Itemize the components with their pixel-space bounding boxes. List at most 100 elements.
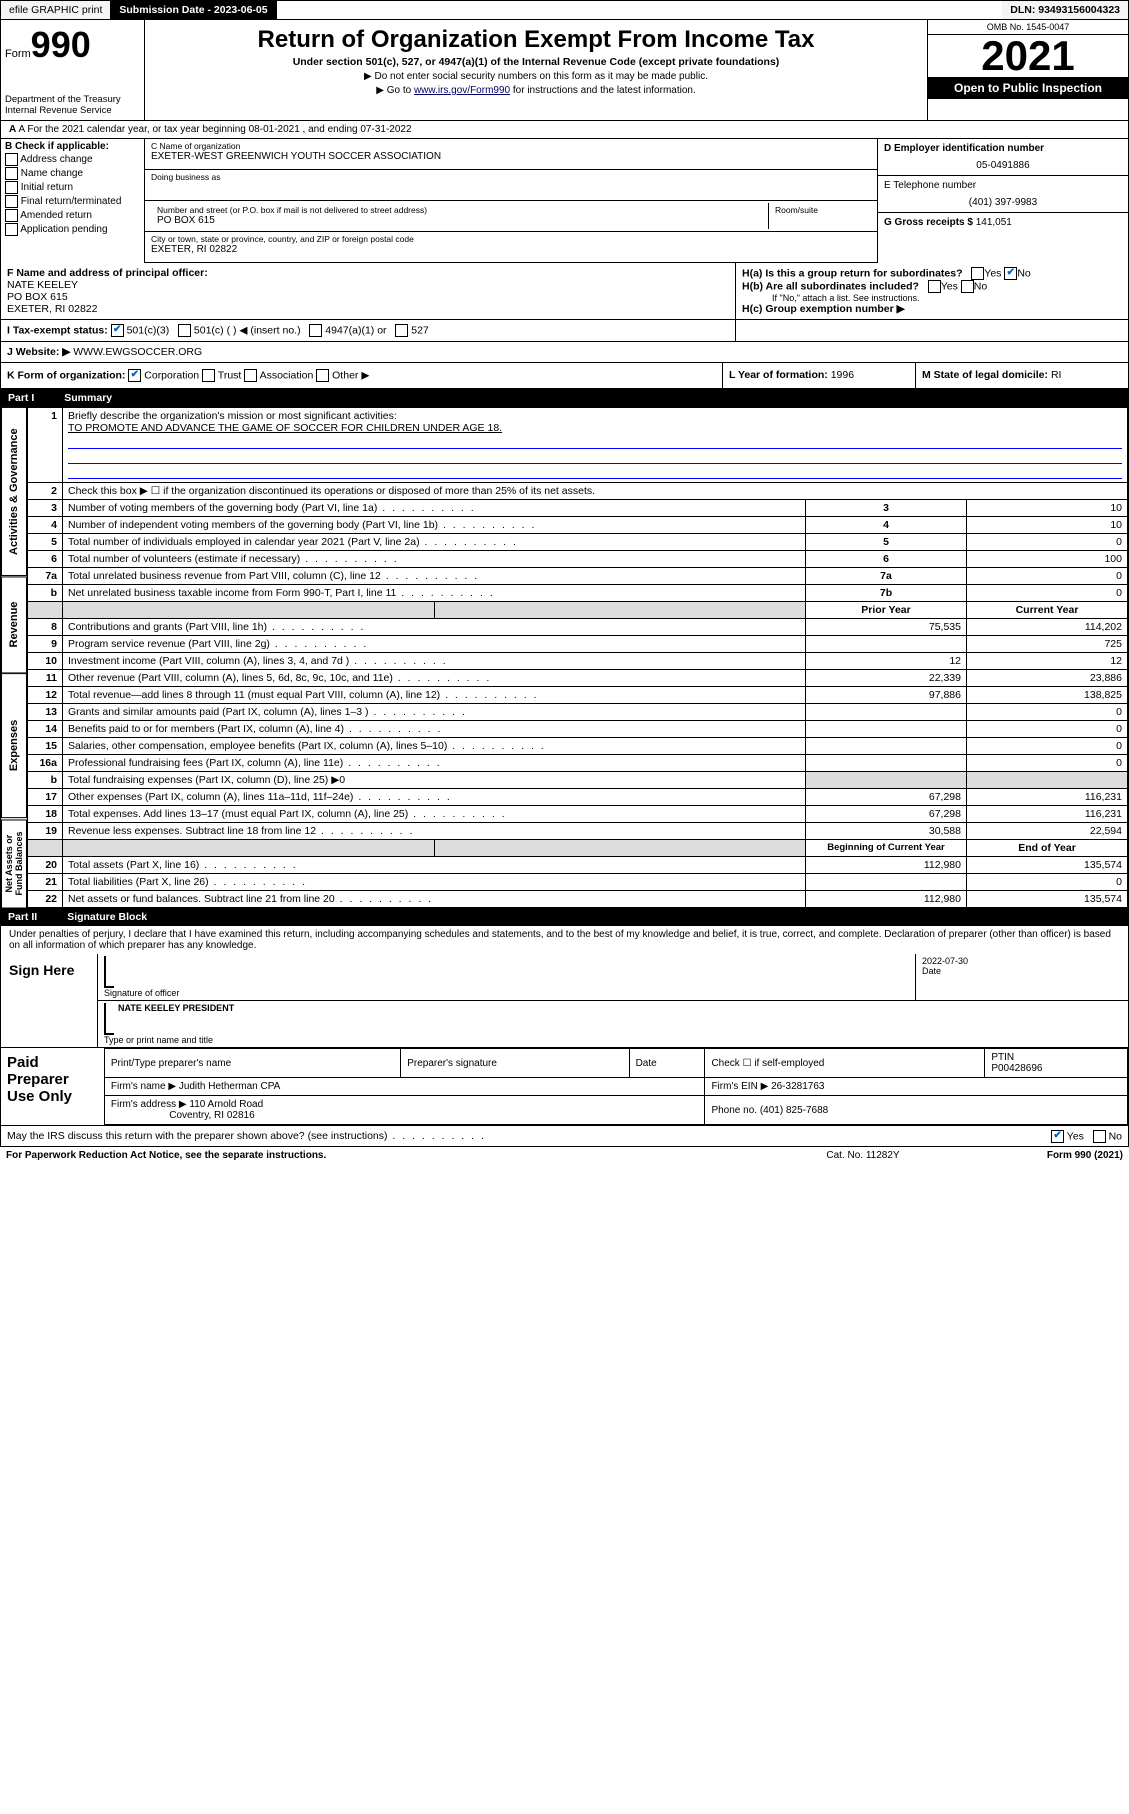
klm-row: K Form of organization: Corporation Trus… — [0, 363, 1129, 389]
website-label: J Website: ▶ — [7, 346, 70, 358]
may-discuss: May the IRS discuss this return with the… — [0, 1126, 1129, 1147]
chk-initial[interactable] — [5, 181, 18, 194]
hb-note: If "No," attach a list. See instructions… — [742, 293, 1122, 303]
hb-label: H(b) Are all subordinates included? — [742, 280, 919, 292]
summary-table: 1 Briefly describe the organization's mi… — [27, 407, 1128, 908]
ha-label: H(a) Is this a group return for subordin… — [742, 267, 963, 279]
j-website: J Website: ▶ WWW.EWGSOCCER.ORG — [0, 342, 1129, 363]
discuss-yes[interactable] — [1051, 1130, 1064, 1143]
entity-block: B Check if applicable: Address change Na… — [0, 139, 1129, 263]
form-header: Form990 Department of the Treasury Inter… — [0, 20, 1129, 121]
hc-label: H(c) Group exemption number ▶ — [742, 303, 905, 315]
part1-header: Part I Summary — [0, 389, 1129, 407]
section-c: C Name of organization EXETER-WEST GREEN… — [145, 139, 877, 263]
b-header: B Check if applicable: — [5, 141, 109, 152]
tab-expenses: Expenses — [1, 673, 27, 818]
org-name-label: C Name of organization — [151, 141, 871, 151]
chk-name[interactable] — [5, 167, 18, 180]
line-a: A A For the 2021 calendar year, or tax y… — [0, 121, 1129, 139]
footer: For Paperwork Reduction Act Notice, see … — [0, 1147, 1129, 1164]
hb-no[interactable] — [961, 280, 974, 293]
ha-yes[interactable] — [971, 267, 984, 280]
chk-501c[interactable] — [178, 324, 191, 337]
domicile-label: M State of legal domicile: — [922, 369, 1048, 381]
org-city: EXETER, RI 02822 — [151, 244, 871, 255]
ein-value: 05-0491886 — [884, 160, 1122, 171]
boy-hdr: Beginning of Current Year — [827, 842, 945, 853]
tax-status-label: I Tax-exempt status: — [7, 324, 108, 336]
officer-signed-name: NATE KEELEY PRESIDENT — [118, 1003, 234, 1013]
efile-label[interactable]: efile GRAPHIC print — [1, 1, 111, 19]
org-name: EXETER-WEST GREENWICH YOUTH SOCCER ASSOC… — [151, 151, 871, 162]
hb-yes[interactable] — [928, 280, 941, 293]
open-to-public: Open to Public Inspection — [928, 77, 1128, 99]
section-d: D Employer identification number 05-0491… — [877, 139, 1128, 263]
chk-4947[interactable] — [309, 324, 322, 337]
tab-revenue: Revenue — [1, 576, 27, 673]
chk-address[interactable] — [5, 153, 18, 166]
note-link: ▶ Go to www.irs.gov/Form990 for instruct… — [153, 85, 919, 96]
sign-here-label: Sign Here — [1, 954, 97, 1047]
firm-phone: (401) 825-7688 — [760, 1105, 828, 1116]
preparer-label: Paid Preparer Use Only — [1, 1048, 104, 1125]
chk-501c3[interactable] — [111, 324, 124, 337]
prior-year-hdr: Prior Year — [861, 604, 910, 616]
chk-other[interactable] — [316, 369, 329, 382]
ha-no[interactable] — [1004, 267, 1017, 280]
preparer-block: Paid Preparer Use Only Print/Type prepar… — [0, 1048, 1129, 1126]
pra-notice: For Paperwork Reduction Act Notice, see … — [6, 1150, 763, 1161]
domicile-value: RI — [1051, 369, 1062, 381]
submission-date: Submission Date - 2023-06-05 — [111, 1, 276, 19]
firm-addr1: 110 Arnold Road — [189, 1099, 263, 1110]
firm-name: Judith Hetherman CPA — [179, 1081, 281, 1092]
form-title: Return of Organization Exempt From Incom… — [153, 26, 919, 54]
form-org-label: K Form of organization: — [7, 369, 125, 381]
firm-addr2: Coventry, RI 02816 — [169, 1110, 254, 1121]
chk-trust[interactable] — [202, 369, 215, 382]
mission-text: TO PROMOTE AND ADVANCE THE GAME OF SOCCE… — [68, 422, 502, 434]
dba-label: Doing business as — [151, 172, 871, 182]
dept-label: Department of the Treasury Internal Reve… — [5, 94, 140, 116]
prep-date-hdr: Date — [629, 1049, 705, 1078]
dln: DLN: 93493156004323 — [1002, 1, 1128, 19]
cat-no: Cat. No. 11282Y — [763, 1150, 963, 1161]
tab-netassets: Net Assets or Fund Balances — [1, 819, 27, 908]
gross-label: G Gross receipts $ — [884, 217, 973, 228]
eoy-hdr: End of Year — [1018, 842, 1076, 854]
officer-label: F Name and address of principal officer: — [7, 267, 208, 279]
irs-link[interactable]: www.irs.gov/Form990 — [414, 85, 510, 96]
officer-addr1: PO BOX 615 — [7, 291, 729, 303]
perjury-declaration: Under penalties of perjury, I declare th… — [1, 926, 1128, 954]
form-footer: Form 990 (2021) — [963, 1150, 1123, 1161]
city-label: City or town, state or province, country… — [151, 234, 871, 244]
ptin-value: P00428696 — [991, 1063, 1042, 1074]
form-number: 990 — [31, 24, 91, 65]
officer-name: NATE KEELEY — [7, 279, 729, 291]
prep-sig-hdr: Preparer's signature — [401, 1049, 629, 1078]
tel-label: E Telephone number — [884, 180, 976, 191]
chk-corp[interactable] — [128, 369, 141, 382]
current-year-hdr: Current Year — [1016, 604, 1079, 616]
prep-selfemp: Check ☐ if self-employed — [705, 1049, 985, 1078]
tab-governance: Activities & Governance — [1, 407, 27, 576]
gross-value: 141,051 — [976, 217, 1012, 228]
section-b: B Check if applicable: Address change Na… — [1, 139, 145, 263]
chk-amended[interactable] — [5, 209, 18, 222]
part2-header: Part II Signature Block — [0, 908, 1129, 926]
chk-final[interactable] — [5, 195, 18, 208]
ein-label: D Employer identification number — [884, 143, 1044, 154]
top-bar: efile GRAPHIC print Submission Date - 20… — [0, 0, 1129, 20]
chk-pending[interactable] — [5, 223, 18, 236]
discuss-no[interactable] — [1093, 1130, 1106, 1143]
mission-label: Briefly describe the organization's miss… — [68, 410, 397, 422]
tel-value: (401) 397-9983 — [884, 197, 1122, 208]
addr-label: Number and street (or P.O. box if mail i… — [157, 205, 762, 215]
form-subtitle: Under section 501(c), 527, or 4947(a)(1)… — [153, 56, 919, 68]
website-value: WWW.EWGSOCCER.ORG — [73, 346, 202, 358]
signature-block: Under penalties of perjury, I declare th… — [0, 926, 1129, 1048]
prep-name-hdr: Print/Type preparer's name — [104, 1049, 400, 1078]
chk-assoc[interactable] — [244, 369, 257, 382]
chk-527[interactable] — [395, 324, 408, 337]
form-label: Form — [5, 48, 31, 60]
room-label: Room/suite — [769, 203, 871, 229]
